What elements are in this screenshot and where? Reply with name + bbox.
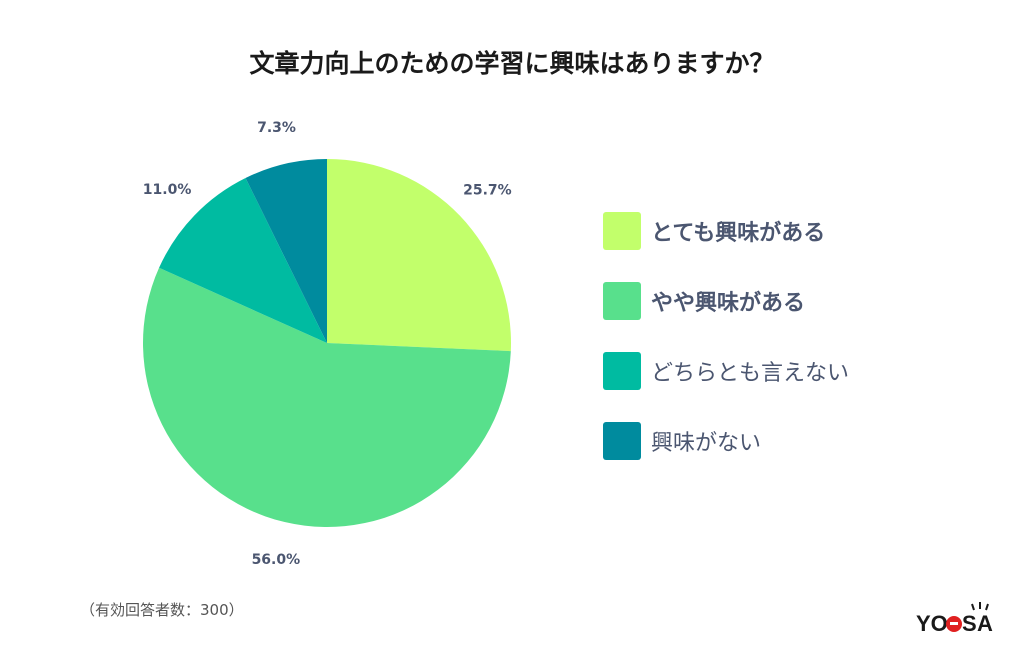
legend-item-somewhat-interested: やや興味がある — [603, 282, 849, 320]
legend-label: とても興味がある — [651, 221, 826, 246]
pie-slice-0 — [327, 159, 511, 352]
pie-data-label-3: 7.3% — [257, 120, 296, 136]
pie-slice-2 — [159, 178, 327, 343]
legend-item-neutral: どちらとも言えない — [603, 352, 849, 390]
yosca-logo: YO S A — [916, 602, 993, 636]
legend-label: やや興味がある — [651, 291, 806, 316]
pie-data-label-1: 56.0% — [252, 552, 301, 568]
legend-swatch — [603, 212, 641, 250]
legend-swatch — [603, 422, 641, 460]
pie-data-label-2: 11.0% — [143, 182, 192, 198]
pie-data-label-0: 25.7% — [463, 183, 512, 199]
legend: とても興味がある やや興味がある どちらとも言えない 興味がない — [603, 212, 849, 492]
legend-swatch — [603, 282, 641, 320]
legend-label: どちらとも言えない — [651, 361, 850, 386]
pie-slice-1 — [143, 267, 511, 527]
svg-text:YO: YO — [916, 611, 948, 636]
legend-swatch — [603, 352, 641, 390]
svg-text:S: S — [962, 611, 977, 636]
svg-text:A: A — [977, 611, 993, 636]
respondent-count-note: （有効回答者数：300） — [80, 601, 244, 619]
chart-title: 文章力向上のための学習に興味はありますか？ — [249, 49, 775, 78]
pie-slice-3 — [245, 159, 327, 343]
legend-item-very-interested: とても興味がある — [603, 212, 849, 250]
legend-item-not-interested: 興味がない — [603, 422, 849, 460]
legend-label: 興味がない — [651, 431, 762, 456]
